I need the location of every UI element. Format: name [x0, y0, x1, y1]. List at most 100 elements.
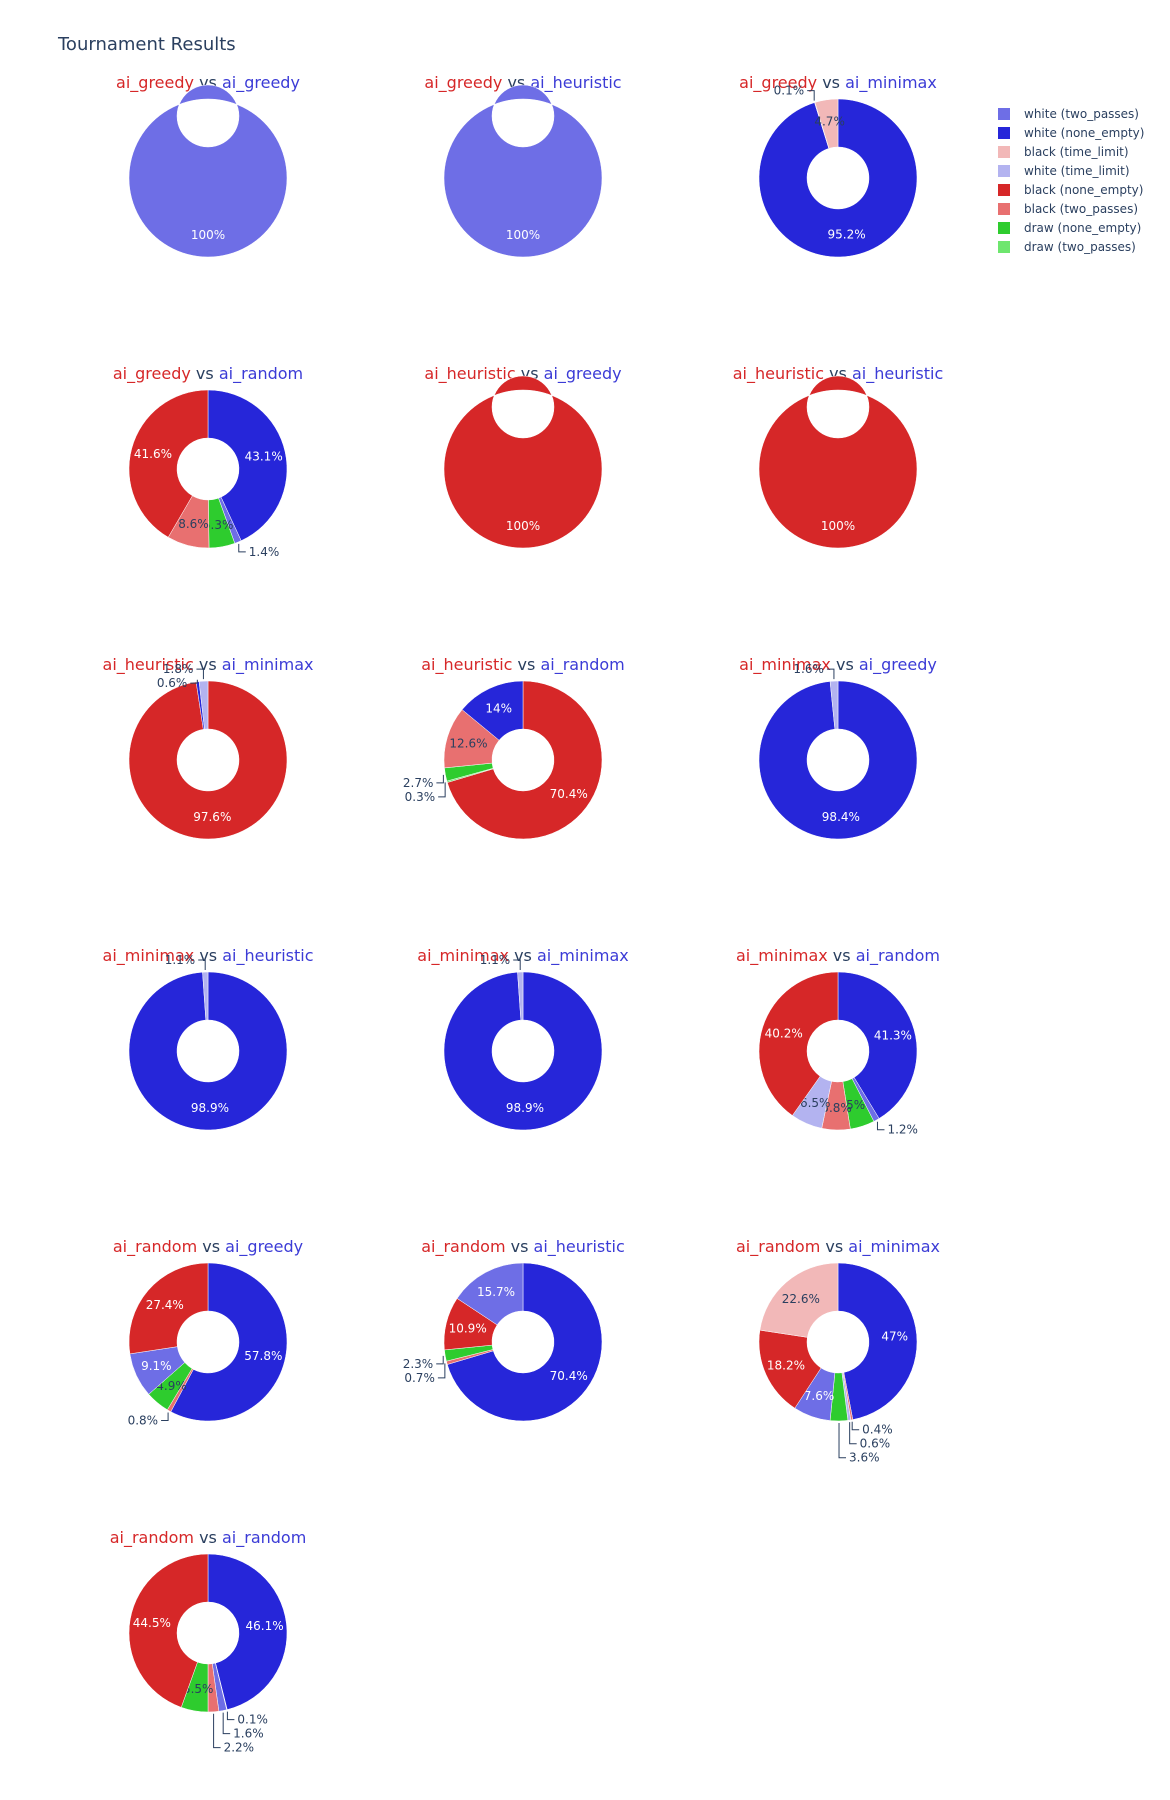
- legend-item[interactable]: draw (two_passes): [998, 240, 1136, 254]
- pie-chart: ai_heuristic vs ai_random 70.4% 12.6% 14% 2.…: [403, 655, 625, 840]
- slice-label-outside: 0.7%: [404, 1371, 435, 1385]
- pie-slice: [128, 389, 209, 538]
- slice-label-outside: 1.1%: [480, 953, 511, 967]
- vs-word: vs: [194, 1528, 222, 1547]
- vs-word: vs: [820, 1237, 848, 1256]
- label-leader: [849, 1422, 857, 1445]
- pie-slice: [461, 680, 524, 741]
- vs-word: vs: [831, 655, 859, 674]
- white-player-name: ai_greedy: [859, 655, 937, 675]
- white-player-name: ai_minimax: [537, 946, 629, 966]
- slice-label-outside: 1.1%: [165, 953, 196, 967]
- legend-label: white (time_limit): [1024, 164, 1130, 178]
- vs-word: vs: [509, 946, 537, 965]
- slice-label-outside: 0.1%: [774, 84, 805, 98]
- pie-title: ai_minimax vs ai_heuristic: [103, 946, 314, 966]
- black-player-name: ai_minimax: [736, 946, 828, 966]
- label-leader: [807, 90, 815, 101]
- pie-slice: [202, 971, 209, 1021]
- slice-label: 97.6%: [193, 810, 231, 824]
- slice-label: 70.4%: [550, 787, 588, 801]
- pie-title: ai_random vs ai_greedy: [113, 1237, 303, 1257]
- pie-slice: [443, 84, 603, 258]
- pie-title: ai_heuristic vs ai_random: [421, 655, 625, 675]
- vs-word: vs: [512, 655, 540, 674]
- legend-item[interactable]: black (time_limit): [998, 145, 1129, 159]
- slice-label: 100%: [506, 519, 540, 533]
- slice-label: 5.5%: [183, 1682, 214, 1696]
- white-player-name: ai_random: [219, 364, 303, 384]
- pie-title: ai_heuristic vs ai_minimax: [103, 655, 314, 675]
- pie-chart: ai_random vs ai_heuristic 70.4% 10.9% 15.7%…: [403, 1237, 625, 1422]
- slice-label-outside: 3.6%: [849, 1451, 880, 1465]
- pie-chart: ai_random vs ai_minimax 47% 7.6% 18.2% 22.6%…: [736, 1237, 940, 1465]
- slice-label-outside: 0.6%: [157, 676, 188, 690]
- legend-label: white (two_passes): [1024, 107, 1139, 121]
- pie-slice: [128, 971, 288, 1131]
- slice-label-outside: 1.6%: [793, 662, 824, 676]
- slice-label: 5%: [846, 1098, 865, 1112]
- black-player-name: ai_minimax: [103, 946, 195, 966]
- vs-word: vs: [194, 655, 222, 674]
- slice-label: 4.9%: [156, 1379, 187, 1393]
- label-leader: [513, 959, 521, 971]
- vs-word: vs: [828, 946, 856, 965]
- pie-chart: ai_minimax vs ai_greedy 98.4% 1.6%: [739, 655, 937, 840]
- slice-label: 18.2%: [767, 1358, 805, 1372]
- slice-label: 95.2%: [828, 227, 866, 241]
- legend-item[interactable]: black (none_empty): [998, 183, 1143, 197]
- white-player-name: ai_heuristic: [222, 946, 313, 966]
- legend-item[interactable]: white (two_passes): [998, 107, 1139, 121]
- slice-label: 27.4%: [146, 1298, 184, 1312]
- white-player-name: ai_random: [540, 655, 624, 675]
- legend-swatch: [998, 127, 1010, 139]
- white-player-name: ai_minimax: [845, 73, 937, 93]
- legend-swatch: [998, 222, 1010, 234]
- black-player-name: ai_greedy: [113, 364, 191, 384]
- pie-chart: ai_greedy vs ai_minimax 95.2% 4.7% 0.1%: [739, 73, 937, 258]
- slice-label-outside: 0.8%: [128, 1413, 159, 1427]
- slice-label-outside: 2.3%: [403, 1357, 434, 1371]
- pie-title: ai_random vs ai_minimax: [736, 1237, 940, 1257]
- slice-label: 9.1%: [141, 1359, 172, 1373]
- legend-swatch: [998, 108, 1010, 120]
- legend-label: black (none_empty): [1024, 183, 1143, 197]
- legend-item[interactable]: white (time_limit): [998, 164, 1130, 178]
- slice-label-outside: 0.1%: [237, 1713, 267, 1727]
- legend-label: draw (two_passes): [1024, 240, 1136, 254]
- label-leader: [436, 1355, 444, 1365]
- slice-label: 46.1%: [246, 1619, 284, 1633]
- vs-word: vs: [197, 1237, 225, 1256]
- pie-chart: ai_greedy vs ai_heuristic 100%: [424, 73, 622, 258]
- pie-slice: [829, 680, 839, 730]
- slice-label-outside: 0.4%: [862, 1423, 893, 1437]
- slice-label-outside: 0.6%: [860, 1437, 891, 1451]
- legend-swatch: [998, 241, 1010, 253]
- slice-label: 100%: [821, 519, 855, 533]
- slice-label-outside: 0.3%: [405, 790, 436, 804]
- slice-label: 98.9%: [191, 1101, 229, 1115]
- black-player-name: ai_heuristic: [421, 655, 512, 675]
- white-player-name: ai_greedy: [225, 1237, 303, 1257]
- pie-title: ai_greedy vs ai_heuristic: [424, 73, 621, 93]
- pie-chart: ai_greedy vs ai_random 43.1% 5.3%8.6% 41.6%…: [113, 364, 303, 559]
- black-player-name: ai_greedy: [116, 73, 194, 93]
- pie-slice: [456, 1262, 524, 1326]
- white-player-name: ai_minimax: [848, 1237, 940, 1257]
- pie-chart: ai_heuristic vs ai_greedy 100%: [424, 364, 622, 549]
- vs-word: vs: [191, 364, 219, 383]
- legend-item[interactable]: white (none_empty): [998, 126, 1144, 140]
- label-leader: [876, 1121, 885, 1131]
- pie-slice: [814, 98, 839, 149]
- pie-slice: [837, 1262, 918, 1420]
- pie-title: ai_heuristic vs ai_heuristic: [733, 364, 943, 384]
- pie-slice: [443, 971, 603, 1131]
- slice-label: 44.5%: [133, 1616, 171, 1630]
- legend-item[interactable]: black (two_passes): [998, 202, 1138, 216]
- pie-chart: ai_heuristic vs ai_minimax 97.6% 1.8%0.6%: [103, 655, 314, 840]
- pie-slice: [128, 680, 288, 840]
- pie-slice: [837, 971, 918, 1119]
- pie-slice: [759, 1262, 839, 1338]
- legend-item[interactable]: draw (none_empty): [998, 221, 1141, 235]
